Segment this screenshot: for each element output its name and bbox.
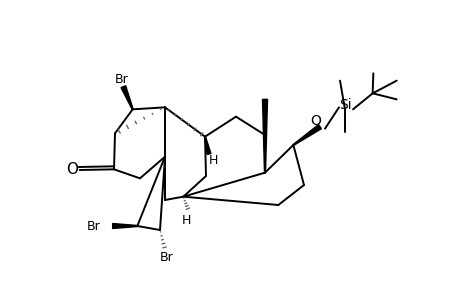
Text: O: O [66, 161, 78, 176]
Text: H: H [181, 214, 190, 226]
Polygon shape [121, 86, 133, 110]
Text: Br: Br [87, 220, 101, 232]
Text: Br: Br [114, 73, 128, 86]
Text: H: H [208, 154, 217, 166]
Polygon shape [292, 124, 321, 146]
Text: O: O [310, 114, 321, 128]
Text: Br: Br [160, 251, 174, 264]
Text: Si: Si [338, 98, 351, 112]
Polygon shape [262, 99, 267, 173]
Polygon shape [112, 224, 137, 229]
Polygon shape [204, 136, 211, 154]
